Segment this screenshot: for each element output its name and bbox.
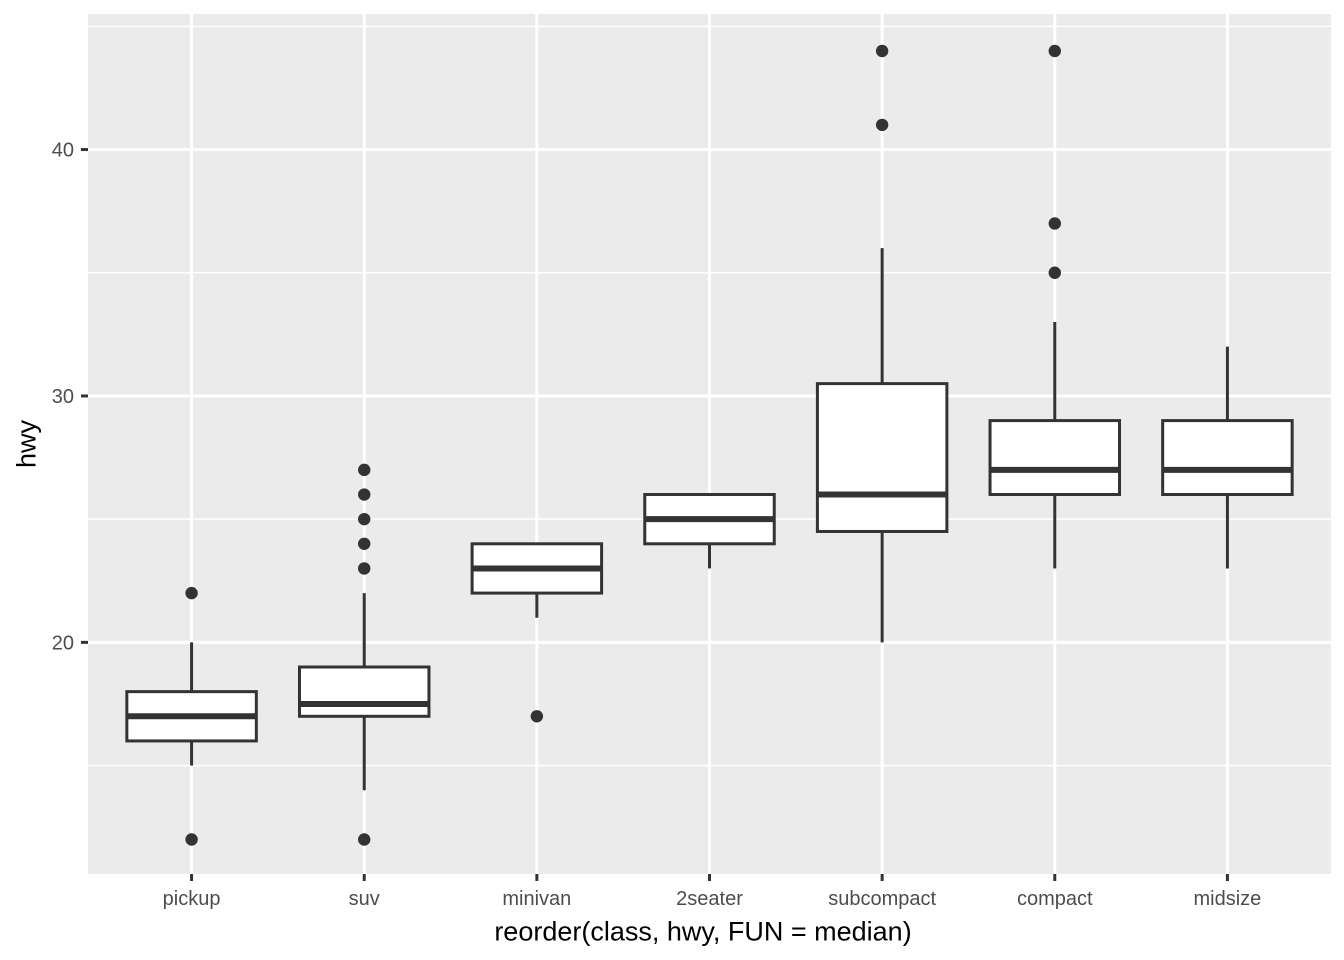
x-tick-label: midsize bbox=[1194, 888, 1262, 910]
iqr-box bbox=[297, 665, 431, 718]
x-tick-label: minivan bbox=[502, 888, 571, 910]
outlier-point bbox=[358, 537, 371, 550]
boxplot-compact bbox=[988, 44, 1122, 569]
x-tick-label: 2seater bbox=[676, 888, 743, 910]
outlier-point bbox=[875, 44, 889, 58]
y-axis-title: hwy bbox=[11, 419, 42, 469]
outlier-point bbox=[358, 512, 371, 526]
x-tick-label: compact bbox=[1017, 888, 1093, 910]
y-tick-label: 20 bbox=[52, 632, 74, 654]
outlier-point bbox=[358, 562, 371, 575]
outlier-point bbox=[185, 833, 198, 846]
iqr-box bbox=[1161, 419, 1294, 497]
boxplot-midsize bbox=[1161, 346, 1294, 569]
x-tick-label: suv bbox=[349, 888, 380, 910]
x-axis-title: reorder(class, hwy, FUN = median) bbox=[494, 916, 912, 947]
outlier-point bbox=[530, 710, 544, 723]
boxplot-suv bbox=[297, 463, 431, 846]
outlier-point bbox=[1048, 266, 1061, 279]
x-tick-label: subcompact bbox=[828, 888, 936, 910]
outlier-point bbox=[185, 586, 198, 600]
outlier-point bbox=[358, 833, 371, 846]
iqr-box bbox=[815, 382, 949, 533]
boxplot-subcompact bbox=[815, 44, 949, 643]
boxplot-2seater bbox=[643, 493, 776, 569]
boxplot-minivan bbox=[470, 542, 604, 723]
iqr-box bbox=[988, 419, 1122, 497]
x-tick-label: pickup bbox=[163, 888, 221, 910]
outlier-point bbox=[875, 118, 889, 132]
y-tick-label: 30 bbox=[52, 386, 74, 408]
outlier-point bbox=[1048, 44, 1061, 58]
y-tick-label: 40 bbox=[52, 140, 74, 162]
outlier-point bbox=[358, 463, 371, 477]
outlier-point bbox=[1048, 217, 1061, 230]
boxplot-pickup bbox=[125, 586, 258, 846]
outlier-point bbox=[358, 488, 371, 501]
